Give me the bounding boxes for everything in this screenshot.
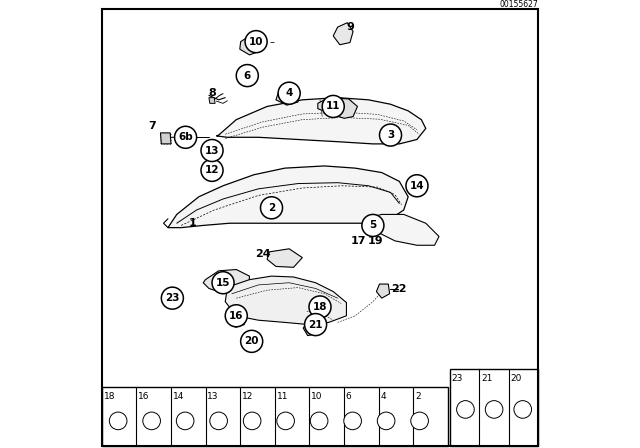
Circle shape	[177, 412, 194, 430]
Text: 10: 10	[311, 392, 323, 401]
Text: 6: 6	[244, 71, 251, 81]
Text: 14: 14	[410, 181, 424, 191]
Circle shape	[411, 412, 428, 430]
Circle shape	[456, 401, 474, 418]
Text: 24: 24	[255, 249, 271, 259]
Polygon shape	[240, 34, 262, 55]
Circle shape	[243, 412, 261, 430]
Text: 6: 6	[346, 392, 351, 401]
Circle shape	[380, 124, 401, 146]
Polygon shape	[168, 166, 408, 228]
Circle shape	[212, 271, 234, 294]
Text: 2: 2	[415, 392, 420, 401]
Text: 14: 14	[173, 392, 184, 401]
Polygon shape	[231, 310, 246, 327]
Text: 13: 13	[207, 392, 219, 401]
Text: 17: 17	[351, 236, 367, 246]
Circle shape	[278, 82, 300, 104]
Text: 18: 18	[313, 302, 327, 312]
Circle shape	[344, 412, 362, 430]
Text: 1: 1	[188, 218, 196, 228]
Text: 20: 20	[511, 374, 522, 383]
Circle shape	[305, 314, 326, 336]
Text: 7: 7	[148, 121, 156, 131]
Circle shape	[236, 65, 259, 86]
Polygon shape	[384, 125, 399, 144]
Text: 11: 11	[326, 101, 340, 112]
Circle shape	[201, 159, 223, 181]
Text: 5: 5	[369, 220, 376, 230]
Circle shape	[260, 197, 282, 219]
Circle shape	[310, 412, 328, 430]
Text: 2: 2	[268, 203, 275, 213]
Text: 22: 22	[392, 284, 407, 294]
Text: –: –	[269, 37, 274, 47]
Circle shape	[362, 215, 384, 237]
Text: 6b: 6b	[178, 132, 193, 142]
Polygon shape	[225, 276, 346, 325]
Circle shape	[514, 401, 532, 418]
Circle shape	[244, 334, 260, 350]
Text: 11: 11	[276, 392, 288, 401]
Text: 3: 3	[387, 130, 394, 140]
Polygon shape	[161, 133, 171, 144]
Polygon shape	[216, 98, 426, 144]
Circle shape	[485, 401, 503, 418]
Circle shape	[245, 30, 267, 53]
Circle shape	[406, 175, 428, 197]
Text: 9: 9	[346, 22, 354, 32]
Polygon shape	[209, 98, 215, 103]
Circle shape	[109, 412, 127, 430]
Text: 21: 21	[481, 374, 493, 383]
Text: 18: 18	[104, 392, 115, 401]
Text: 8: 8	[208, 88, 216, 98]
Polygon shape	[318, 98, 358, 118]
Text: 00155627: 00155627	[499, 0, 538, 9]
Polygon shape	[276, 87, 300, 105]
Polygon shape	[376, 284, 390, 298]
Text: 4: 4	[380, 392, 386, 401]
Circle shape	[309, 296, 331, 318]
Circle shape	[161, 287, 184, 309]
Circle shape	[210, 412, 227, 430]
Text: 4: 4	[285, 88, 293, 98]
Text: 19: 19	[368, 236, 383, 246]
Bar	[450, 369, 538, 446]
Text: 20: 20	[244, 336, 259, 346]
Text: 13: 13	[205, 146, 220, 155]
Text: 16: 16	[138, 392, 150, 401]
Text: 23: 23	[165, 293, 180, 303]
Text: 23: 23	[452, 374, 463, 383]
Text: 21: 21	[308, 319, 323, 330]
Circle shape	[378, 412, 395, 430]
Polygon shape	[333, 23, 353, 45]
Polygon shape	[267, 249, 302, 267]
Circle shape	[225, 305, 247, 327]
Polygon shape	[314, 302, 326, 315]
Bar	[102, 387, 448, 446]
Polygon shape	[204, 270, 250, 295]
Circle shape	[201, 139, 223, 162]
Circle shape	[322, 95, 344, 117]
Text: 12: 12	[205, 165, 220, 175]
Polygon shape	[303, 318, 324, 336]
Text: 16: 16	[229, 311, 243, 321]
Circle shape	[175, 126, 196, 148]
Text: 10: 10	[249, 37, 263, 47]
Circle shape	[241, 330, 262, 353]
Circle shape	[277, 412, 294, 430]
Text: 15: 15	[216, 278, 230, 288]
Polygon shape	[364, 215, 439, 245]
Text: 12: 12	[242, 392, 253, 401]
Circle shape	[143, 412, 161, 430]
